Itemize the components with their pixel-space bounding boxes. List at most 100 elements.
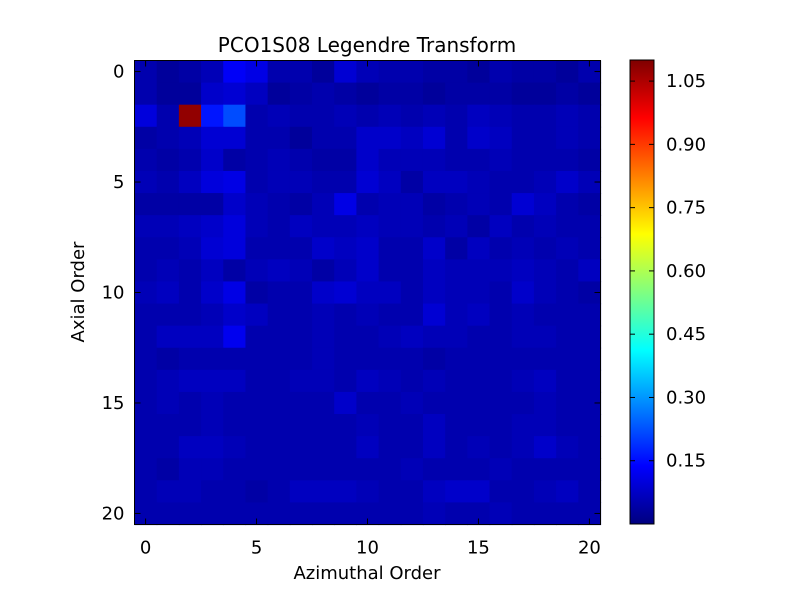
heatmap-cell — [511, 237, 535, 260]
heatmap-cell — [223, 325, 247, 349]
heatmap-cell — [312, 148, 335, 172]
heatmap-cell — [578, 281, 602, 305]
heatmap-cell — [201, 347, 224, 371]
heatmap-cell — [245, 237, 269, 260]
heatmap-cell — [556, 170, 579, 194]
heatmap-cell — [556, 325, 579, 349]
heatmap-cell — [201, 480, 224, 504]
heatmap-cell — [312, 104, 335, 128]
heatmap-cell — [178, 215, 202, 238]
heatmap-cell — [378, 458, 402, 481]
heatmap-cell — [422, 170, 446, 194]
heatmap-cell — [312, 369, 335, 393]
heatmap-cell — [533, 170, 557, 194]
colorbar-ticks: 1.05 0.90 0.75 0.60 0.45 0.30 0.15 — [630, 71, 706, 472]
heatmap-cell — [156, 170, 180, 194]
heatmap-cell — [445, 104, 468, 128]
heatmap-cell — [489, 193, 513, 216]
colorbar-tick-label: 1.05 — [666, 71, 706, 92]
heatmap-cell — [156, 259, 180, 283]
heatmap-cell — [489, 215, 513, 238]
heatmap-cell — [400, 502, 424, 526]
heatmap-cell — [334, 104, 357, 128]
heatmap-cell — [556, 193, 579, 216]
heatmap-cell — [267, 82, 291, 106]
heatmap-cell — [245, 82, 269, 106]
heatmap-cell — [533, 303, 557, 327]
heatmap-cell — [467, 193, 491, 216]
heatmap-cell — [356, 347, 380, 371]
heatmap-cell — [467, 170, 491, 194]
heatmap-cell — [578, 82, 602, 106]
heatmap-cell — [511, 193, 535, 216]
heatmap-cell — [134, 414, 158, 437]
heatmap-cell — [445, 303, 468, 327]
heatmap-cell — [223, 480, 247, 504]
heatmap-cell — [489, 458, 513, 481]
heatmap-cell — [422, 82, 446, 106]
heatmap-cell — [334, 458, 357, 481]
heatmap-cell — [178, 126, 202, 150]
heatmap-cell — [556, 148, 579, 172]
heatmap-cell — [356, 193, 380, 216]
heatmap-cell — [400, 458, 424, 481]
heatmap-cell — [245, 126, 269, 150]
heatmap-cell — [334, 148, 357, 172]
heatmap-cell — [556, 391, 579, 415]
heatmap-cell — [378, 104, 402, 128]
heatmap-cell — [445, 502, 468, 526]
heatmap-cell — [178, 325, 202, 349]
heatmap-cell — [201, 369, 224, 393]
heatmap-cell — [511, 259, 535, 283]
heatmap-cell — [467, 104, 491, 128]
heatmap-cell — [201, 237, 224, 260]
heatmap-cell — [578, 369, 602, 393]
heatmap-cell — [533, 414, 557, 437]
heatmap-cell — [400, 215, 424, 238]
heatmap-cell — [156, 215, 180, 238]
heatmap-cell — [467, 215, 491, 238]
heatmap-cell — [356, 170, 380, 194]
heatmap-cell — [201, 436, 224, 459]
heatmap-cell — [511, 347, 535, 371]
heatmap-cell — [400, 347, 424, 371]
heatmap-cell — [289, 259, 313, 283]
heatmap-cell — [134, 215, 158, 238]
x-tick-label: 10 — [356, 538, 379, 559]
heatmap-cell — [156, 126, 180, 150]
heatmap-cell — [312, 391, 335, 415]
heatmap-cell — [245, 303, 269, 327]
heatmap-cell — [178, 303, 202, 327]
heatmap-cell — [289, 414, 313, 437]
heatmap-cell — [267, 237, 291, 260]
heatmap-cell — [334, 126, 357, 150]
heatmap-cell — [156, 391, 180, 415]
heatmap-cell — [533, 347, 557, 371]
heatmap-cell — [134, 60, 158, 84]
heatmap-cell — [289, 458, 313, 481]
heatmap-cell — [489, 60, 513, 84]
heatmap-cell — [245, 193, 269, 216]
heatmap-cell — [156, 82, 180, 106]
heatmap-cell — [511, 170, 535, 194]
heatmap-cell — [445, 259, 468, 283]
heatmap-cell — [267, 502, 291, 526]
heatmap-cell — [422, 281, 446, 305]
heatmap-cell — [556, 436, 579, 459]
heatmap-cell — [245, 502, 269, 526]
heatmap-cell — [467, 414, 491, 437]
heatmap-cell — [378, 215, 402, 238]
heatmap-cell — [578, 60, 602, 84]
heatmap-cell — [134, 458, 158, 481]
heatmap-cell — [378, 369, 402, 393]
heatmap-cell — [134, 502, 158, 526]
heatmap-cell — [533, 391, 557, 415]
heatmap-cell — [178, 458, 202, 481]
heatmap-cell — [334, 259, 357, 283]
heatmap-cell — [334, 325, 357, 349]
heatmap-cell — [334, 369, 357, 393]
heatmap-cell — [445, 281, 468, 305]
heatmap-cell — [223, 170, 247, 194]
heatmap-cell — [223, 502, 247, 526]
heatmap-cell — [356, 82, 380, 106]
